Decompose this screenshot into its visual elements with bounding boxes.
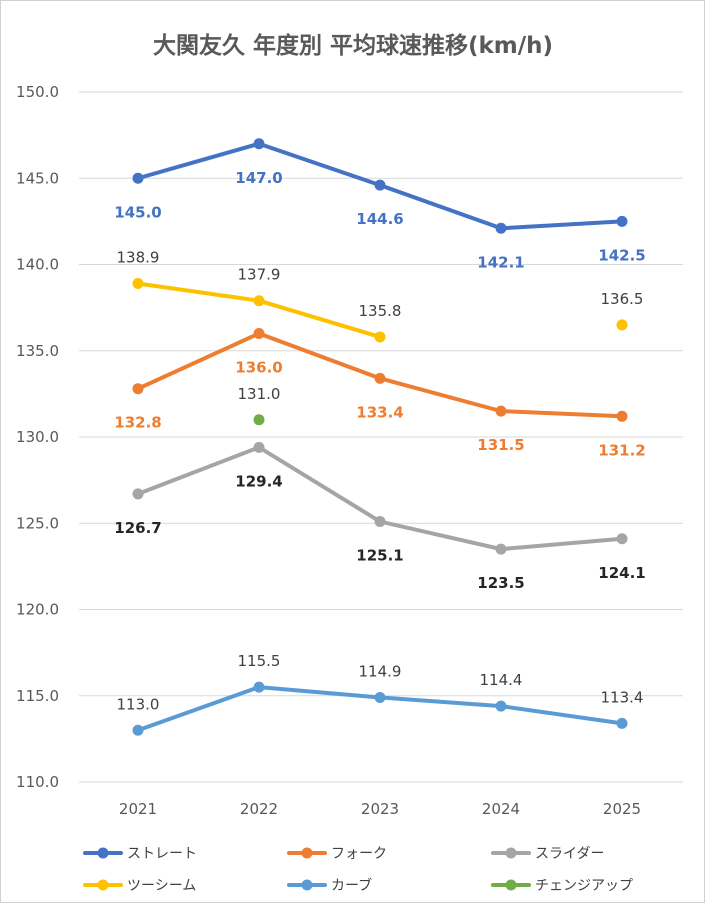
data-point [616, 717, 628, 729]
legend-label: チェンジアップ [535, 878, 633, 894]
data-labels: 145.0 147.0 144.6 142.1 142.5 132.8 136.0 133.4… [114, 169, 645, 714]
data-point [374, 372, 386, 384]
data-point [253, 441, 265, 453]
data-point [495, 700, 507, 712]
data-point [132, 383, 144, 395]
data-label: 136.0 [235, 359, 282, 377]
y-tick-label: 110.0 [16, 773, 59, 791]
data-point [495, 543, 507, 555]
series-4 [132, 681, 628, 736]
series-5 [253, 414, 265, 426]
y-tick-label: 145.0 [16, 169, 59, 187]
data-point [616, 533, 628, 545]
data-label: 147.0 [235, 169, 282, 187]
y-tick-label: 115.0 [16, 687, 59, 705]
x-tick-label: 2022 [240, 800, 278, 818]
legend-item: ストレート [83, 846, 197, 862]
legend-label: スライダー [535, 846, 604, 862]
data-label: 126.7 [114, 519, 161, 537]
legend-swatch-marker [505, 847, 517, 859]
data-point [132, 488, 144, 500]
data-label: 135.8 [359, 302, 402, 320]
legend-label: フォーク [331, 846, 387, 862]
data-point [616, 319, 628, 331]
data-point [616, 410, 628, 422]
x-tick-label: 2024 [482, 800, 520, 818]
data-label: 142.1 [477, 253, 524, 271]
legend-swatch-marker [97, 847, 109, 859]
data-label: 137.9 [238, 266, 281, 284]
y-tick-label: 120.0 [16, 601, 59, 619]
series-3 [132, 277, 628, 343]
x-tick-label: 2021 [119, 800, 157, 818]
legend-label: カーブ [331, 877, 372, 894]
data-point [616, 215, 628, 227]
data-label: 132.8 [114, 414, 161, 432]
data-label: 131.0 [238, 385, 281, 403]
legend-label: ストレート [127, 846, 197, 862]
data-point [495, 405, 507, 417]
data-label: 136.5 [601, 290, 644, 308]
legend-swatch-marker [97, 879, 109, 891]
legend-swatch-marker [301, 879, 313, 891]
legend-label: ツーシーム [127, 878, 196, 894]
data-label: 142.5 [598, 246, 645, 264]
data-point [132, 277, 144, 289]
data-label: 138.9 [117, 248, 160, 266]
y-tick-label: 125.0 [16, 514, 59, 532]
data-point [495, 222, 507, 234]
data-label: 123.5 [477, 574, 524, 592]
data-label: 131.2 [598, 441, 645, 459]
legend-swatch-marker [301, 847, 313, 859]
data-point [253, 138, 265, 150]
series-2 [132, 441, 628, 555]
data-label: 113.0 [117, 695, 160, 713]
data-point [253, 414, 265, 426]
y-tick-label: 135.0 [16, 342, 59, 360]
legend-swatch-marker [505, 879, 517, 891]
data-label: 124.1 [598, 564, 645, 582]
data-point [132, 724, 144, 736]
legend-item: スライダー [491, 846, 604, 862]
series-1 [132, 328, 628, 422]
series-line [136, 445, 624, 552]
data-point [374, 179, 386, 191]
data-label: 115.5 [238, 652, 281, 670]
data-label: 129.4 [235, 472, 282, 490]
data-label: 133.4 [356, 403, 403, 421]
x-tick-label: 2023 [361, 800, 399, 818]
data-point [253, 328, 265, 339]
y-tick-label: 130.0 [16, 428, 59, 446]
legend-item: チェンジアップ [491, 878, 633, 894]
data-label: 113.4 [601, 688, 644, 706]
x-tick-label: 2025 [603, 800, 641, 818]
series-group [132, 138, 628, 736]
legend-item: カーブ [287, 877, 372, 894]
data-point [253, 681, 265, 693]
series-0 [132, 138, 628, 234]
data-label: 114.9 [359, 662, 402, 680]
y-axis: 110.0 115.0 120.0 125.0 130.0 135.0 140.0 145.0… [16, 83, 59, 791]
chart-title: 大関友久 年度別 平均球速推移(km/h) [153, 32, 553, 59]
data-point [253, 295, 265, 307]
data-label: 145.0 [114, 203, 161, 221]
y-tick-label: 150.0 [16, 83, 59, 101]
data-label: 144.6 [356, 210, 403, 228]
legend-item: ツーシーム [83, 878, 196, 894]
x-axis: 2021 2022 2023 2024 2025 [119, 800, 641, 818]
gridlines [79, 91, 683, 783]
data-label: 125.1 [356, 547, 403, 565]
data-label: 131.5 [477, 436, 524, 454]
y-tick-label: 140.0 [16, 256, 59, 274]
data-point [374, 691, 386, 703]
data-label: 114.4 [480, 671, 523, 689]
data-point [132, 172, 144, 184]
legend-item: フォーク [287, 846, 387, 862]
data-point [374, 516, 386, 528]
data-point [374, 331, 386, 343]
